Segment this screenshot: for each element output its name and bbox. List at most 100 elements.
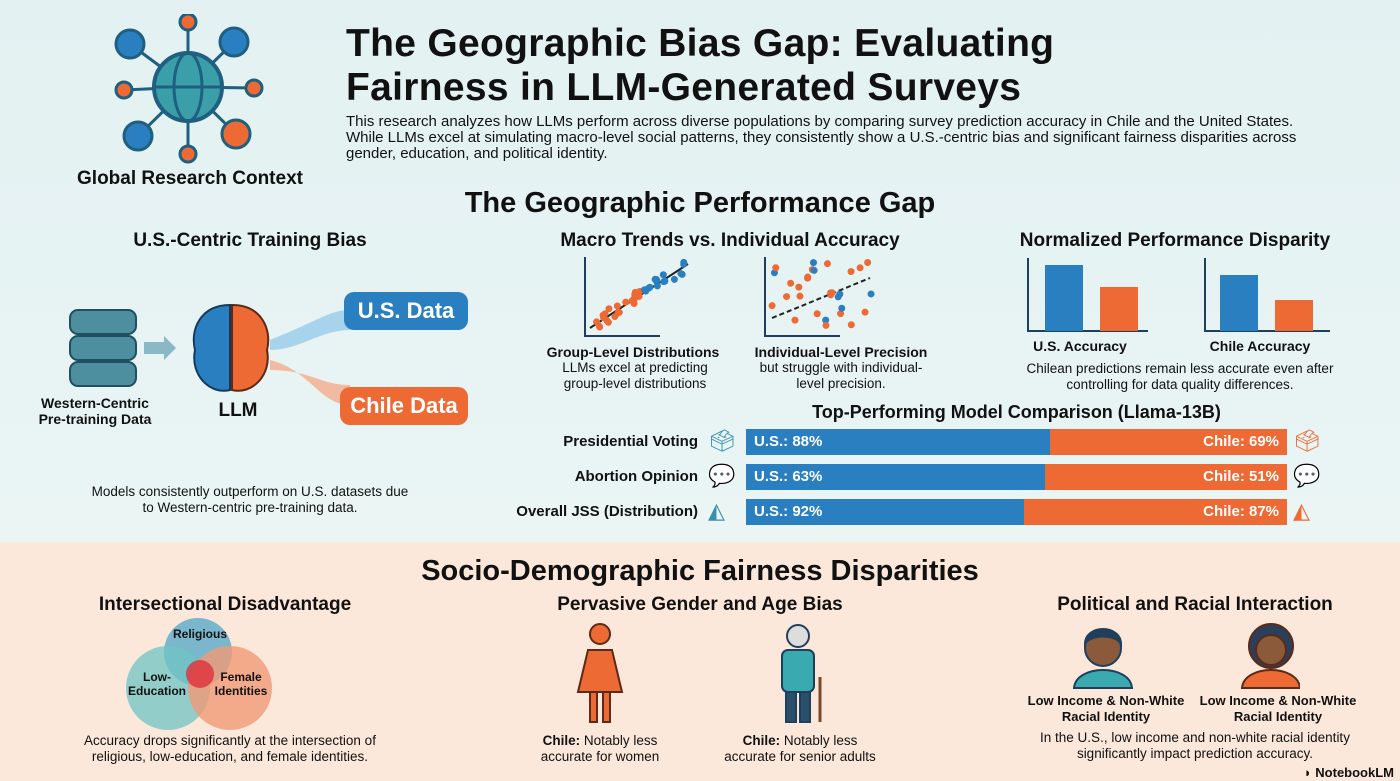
comparison-bar: U.S.: 92% Chile: 87% (746, 499, 1287, 525)
page-title: The Geographic Bias Gap: Evaluating Fairn… (346, 22, 1054, 110)
database-icon (69, 309, 137, 387)
speech-bubbles-icon: 💬 (708, 463, 736, 488)
scatter-point (856, 264, 864, 272)
scatter-point (659, 271, 667, 279)
title-line-2: Fairness in LLM-Generated Surveys (346, 66, 1022, 109)
us-accuracy-label: U.S. Accuracy (1033, 338, 1127, 354)
logo-label: Global Research Context (77, 168, 303, 189)
row-label: Overall JSS (Distribution) (516, 503, 698, 520)
disparity-caption: Chilean predictions remain less accurate… (1026, 361, 1334, 392)
senior-caption: Notably less accurate for senior adults (724, 733, 876, 764)
group-level-caption: LLMs excel at predicting group-level dis… (562, 360, 708, 391)
scatter-point (653, 282, 661, 290)
ballot-box-icon: 🗳 (708, 428, 736, 453)
scatter-point (768, 302, 776, 310)
scatter-point (810, 266, 818, 274)
venn-low-education: Low-Education (127, 670, 186, 698)
scatter-point (861, 308, 869, 316)
scatter-point (787, 279, 795, 287)
scatter-point (603, 316, 611, 324)
us-bar-segment: U.S.: 63% (746, 464, 1046, 490)
scatter-point (605, 305, 613, 313)
arrow-icon (144, 336, 176, 360)
title-line-1: The Geographic Bias Gap: Evaluating (346, 22, 1055, 65)
scatter-point (680, 260, 688, 268)
scatter-point (828, 289, 836, 297)
scatter-point (641, 286, 649, 294)
brand-icon: ◗ (1303, 765, 1316, 780)
macro-title: Macro Trends vs. Individual Accuracy (560, 230, 900, 251)
scatter-point (646, 283, 654, 291)
scatter-point (783, 293, 791, 301)
chile-accuracy-us-bar (1220, 275, 1258, 331)
intersectional-title: Intersectional Disadvantage (98, 594, 352, 615)
scatter-point (613, 302, 621, 310)
brain-icon (192, 303, 270, 392)
scatter-point (864, 258, 872, 266)
scatter-point (836, 290, 844, 298)
venn-religious: Religious (172, 627, 227, 641)
us-bar-segment: U.S.: 88% (746, 429, 1050, 455)
dashed-trend-line (771, 277, 871, 319)
brand-text: NotebookLM (1315, 765, 1394, 780)
scatter-point (660, 278, 668, 286)
individual-level-caption: but struggle with individual-level preci… (759, 360, 923, 391)
us-data-pill: U.S. Data (344, 292, 468, 330)
scatter-point (822, 321, 830, 329)
scatter-point (847, 321, 855, 329)
chile-accuracy-label: Chile Accuracy (1209, 338, 1311, 354)
scatter-point (630, 300, 638, 308)
scatter-point (867, 290, 875, 298)
scatter-point (809, 259, 817, 267)
scatter-point (847, 268, 855, 276)
scatter-point (631, 288, 639, 296)
women-bold: Chile: (542, 733, 581, 748)
women-caption-block: Chile: Notably less accurate for women (525, 733, 675, 765)
person-icon-1 (1072, 628, 1134, 689)
distribution-curve-icon: ◭ (1293, 498, 1310, 523)
person-label-2: Low Income & Non-White Racial Identity (1199, 693, 1357, 724)
scatter-point (593, 318, 601, 326)
speech-bubbles-icon: 💬 (1293, 463, 1321, 488)
comparison-title: Top-Performing Model Comparison (Llama-1… (812, 402, 1221, 422)
chile-data-pill: Chile Data (340, 387, 468, 425)
individual-level-title: Individual-Level Precision (754, 344, 928, 360)
ballot-box-icon: 🗳 (1293, 428, 1321, 453)
us-accuracy-chile-bar (1100, 287, 1138, 331)
geo-section-title: The Geographic Performance Gap (464, 187, 936, 219)
db-label: Western-Centric Pre-training Data (38, 395, 152, 427)
gender-age-figures (576, 623, 822, 723)
scatter-point (822, 316, 830, 324)
disparity-title: Normalized Performance Disparity (1019, 230, 1331, 251)
senior-icon (781, 624, 822, 723)
training-diagram (69, 303, 350, 405)
scatter-point (622, 298, 630, 306)
political-title: Political and Racial Interaction (1057, 594, 1333, 615)
senior-caption-block: Chile: Notably less accurate for senior … (722, 733, 878, 765)
notebooklm-brand: ◗ NotebookLM (1304, 766, 1394, 780)
scatter-point (614, 309, 622, 317)
scatter-point (677, 270, 685, 278)
chile-bar-segment: Chile: 69% (1049, 429, 1287, 455)
gender-age-title: Pervasive Gender and Age Bias (557, 594, 843, 615)
scatter-point (813, 310, 821, 318)
scatter-point (670, 275, 678, 283)
person-icon-2 (1240, 623, 1300, 689)
person-figures (1072, 623, 1300, 689)
venn-female: Female Identities (214, 670, 268, 698)
chile-accuracy-chile-bar (1275, 300, 1313, 331)
scatter-point (838, 304, 846, 312)
person-label-1: Low Income & Non-White Racial Identity (1027, 693, 1185, 724)
group-level-title: Group-Level Distributions (546, 344, 720, 360)
row-label: Presidential Voting (563, 433, 698, 450)
llm-label: LLM (218, 400, 258, 421)
us-bar-segment: U.S.: 92% (746, 499, 1025, 525)
scatter-point (795, 283, 803, 291)
global-network-icon (114, 14, 264, 164)
women-caption: Notably less accurate for women (540, 733, 660, 764)
political-caption: In the U.S., low income and non-white ra… (1040, 730, 1350, 761)
scatter-point (596, 323, 604, 331)
scatter-point (804, 274, 812, 282)
venn-diagram (126, 618, 272, 730)
intro-text: This research analyzes how LLMs perform … (346, 113, 1297, 162)
